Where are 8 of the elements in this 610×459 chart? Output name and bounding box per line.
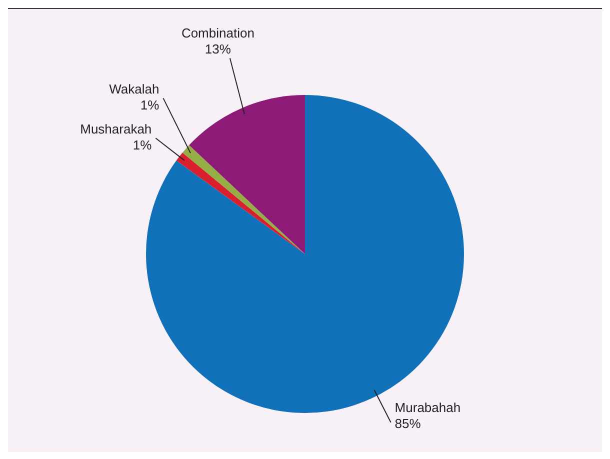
- slice-label: Musharakah: [80, 122, 152, 137]
- data-label: 1%: [140, 98, 160, 113]
- data-label: 13%: [204, 42, 232, 57]
- slice-label: Murabahah: [394, 400, 461, 415]
- data-label: 1%: [132, 138, 152, 153]
- slice-label: Combination: [181, 26, 254, 41]
- data-label: 85%: [394, 416, 422, 431]
- slice-label: Wakalah: [109, 82, 160, 97]
